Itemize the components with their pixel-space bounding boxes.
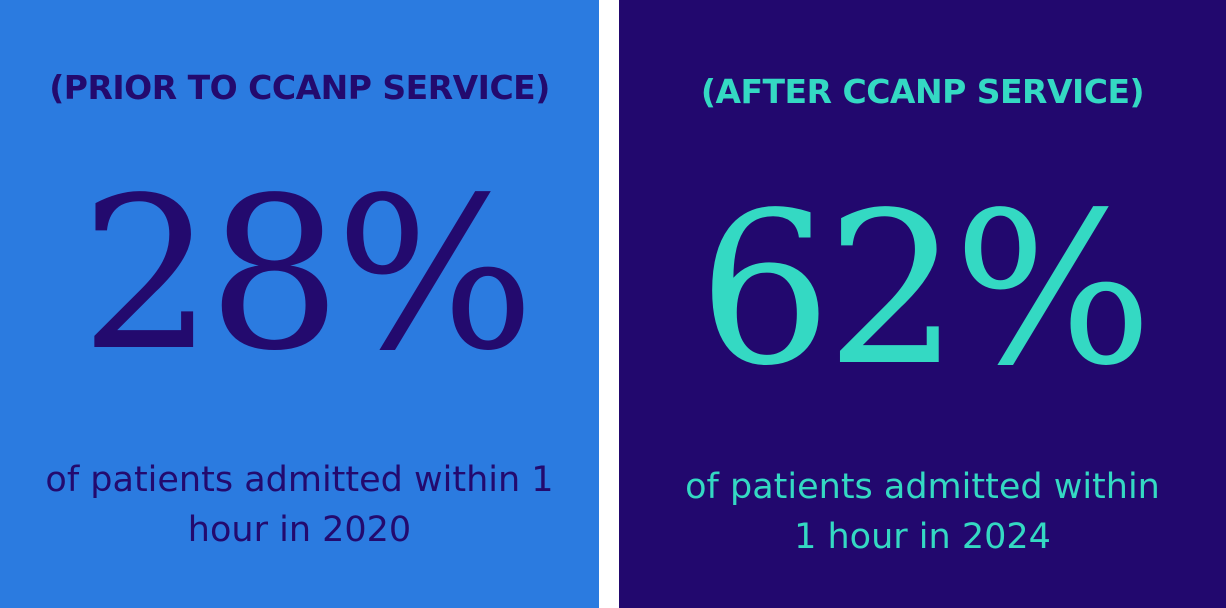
after-desc-line2: 1 hour in 2024 [794,517,1051,557]
after-value: 62% [698,167,1153,412]
before-desc-line1: of patients admitted within 1 [45,460,554,500]
before-label: (PRIOR TO CCANP SERVICE) [49,68,550,107]
after-panel: (AFTER CCANP SERVICE) 62% of patients ad… [619,0,1226,608]
before-panel: (PRIOR TO CCANP SERVICE) 28% of patients… [0,0,599,608]
after-desc-line1: of patients admitted within [685,467,1160,507]
before-value: 28% [80,152,535,397]
after-label: (AFTER CCANP SERVICE) [700,72,1145,111]
before-desc-line2: hour in 2020 [187,510,412,550]
